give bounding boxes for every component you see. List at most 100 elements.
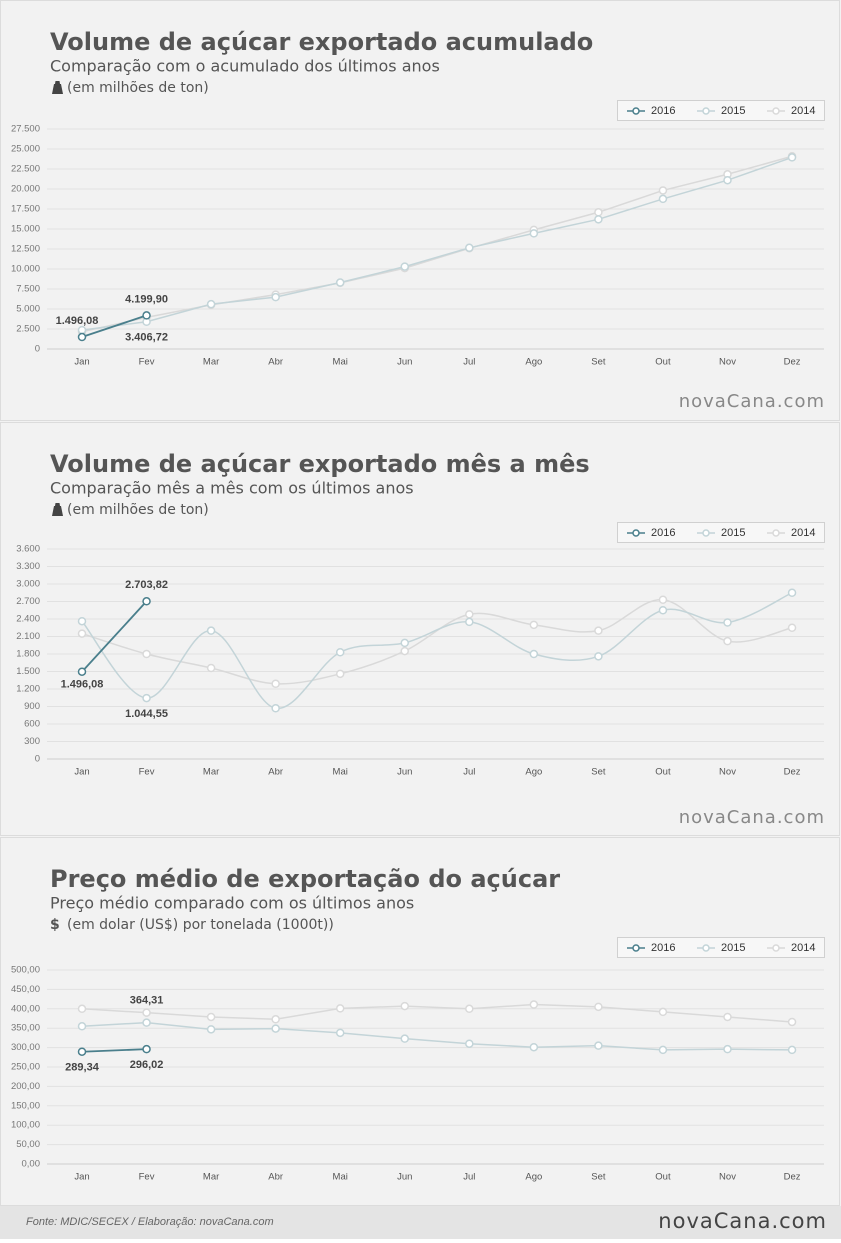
value-label: 2.703,82 (125, 579, 168, 591)
legend-label: 2014 (791, 105, 815, 117)
y-tick-label: 900 (24, 701, 40, 712)
value-label: 296,02 (130, 1059, 164, 1071)
legend-marker (632, 529, 640, 537)
data-point (529, 1042, 539, 1052)
data-point (400, 262, 409, 271)
chart-title: Preço médio de exportação do açúcar (50, 865, 560, 893)
x-tick-label: Jun (397, 767, 412, 778)
data-point (142, 1018, 151, 1027)
y-tick-label: 450,00 (11, 984, 40, 995)
chart-subtitle: Comparação com o acumulado dos últimos a… (50, 57, 440, 76)
y-tick-label: 7.500 (16, 284, 40, 295)
data-point (77, 325, 87, 335)
data-point (206, 1012, 216, 1022)
y-tick-label: 3.300 (16, 561, 40, 572)
series-line (81, 1021, 793, 1051)
series-line (81, 156, 793, 331)
y-tick-label: 17.500 (11, 204, 40, 215)
y-tick-label: 200,00 (11, 1081, 40, 1092)
value-label: 289,34 (65, 1062, 100, 1074)
data-point (206, 1025, 216, 1034)
data-point (529, 620, 539, 630)
value-label: 1.044,55 (125, 708, 168, 720)
data-point (335, 278, 345, 287)
data-point (335, 669, 345, 679)
y-tick-label: 1.500 (16, 666, 40, 677)
legend-label: 2015 (721, 105, 745, 117)
legend-box (617, 522, 825, 543)
data-point (206, 626, 216, 635)
data-point (206, 663, 216, 673)
data-point (658, 1045, 668, 1055)
data-point (400, 638, 409, 648)
y-tick-label: 0,00 (22, 1159, 41, 1170)
data-point (594, 1041, 603, 1050)
x-tick-label: Mar (203, 1172, 219, 1183)
data-point (142, 1044, 151, 1054)
legend-marker (772, 944, 780, 952)
legend-marker (632, 944, 640, 952)
data-point (723, 175, 732, 185)
watermark: novaCana.com (679, 807, 825, 828)
data-point (465, 1004, 474, 1014)
y-tick-label: 22.500 (11, 164, 40, 175)
y-tick-label: 350,00 (11, 1023, 40, 1034)
data-point (658, 606, 668, 615)
legend-marker (702, 529, 710, 537)
x-tick-label: Fev (139, 1172, 155, 1183)
data-point (465, 243, 474, 253)
x-tick-label: Nov (719, 1172, 736, 1183)
legend-label: 2015 (721, 527, 745, 539)
chart-unit: (em dolar (US$) por tonelada (1000t)) (67, 917, 334, 933)
legend-marker (702, 944, 710, 952)
data-point (77, 616, 87, 626)
data-point (77, 1004, 87, 1014)
data-point (723, 618, 732, 627)
series-line (81, 1003, 793, 1023)
legend-marker (772, 107, 780, 115)
x-tick-label: Jul (463, 357, 475, 368)
data-point (723, 1012, 732, 1022)
y-tick-label: 250,00 (11, 1062, 40, 1073)
data-point (271, 679, 280, 688)
data-point (594, 215, 603, 224)
data-point (787, 153, 797, 162)
x-tick-label: Nov (719, 357, 736, 368)
data-point (142, 649, 151, 659)
y-tick-label: 2.100 (16, 631, 40, 642)
chart-unit: (em milhões de ton) (67, 502, 209, 518)
x-tick-label: Out (655, 767, 671, 778)
data-point (142, 693, 151, 703)
y-tick-label: 10.000 (11, 264, 40, 275)
value-label: 1.496,08 (56, 315, 99, 327)
legend-label: 2015 (721, 942, 745, 954)
y-tick-label: 300 (24, 736, 40, 747)
data-point (271, 1015, 280, 1024)
y-tick-label: 300,00 (11, 1042, 40, 1053)
chart-subtitle: Preço médio comparado com os últimos ano… (50, 894, 414, 913)
data-point (77, 667, 87, 676)
source: Fonte: MDIC/SECEX / Elaboração: novaCana… (26, 1216, 274, 1228)
data-point (335, 1004, 345, 1013)
data-point (335, 1028, 345, 1038)
y-tick-label: 27.500 (11, 124, 40, 135)
y-tick-label: 0 (35, 344, 40, 355)
y-tick-label: 1.200 (16, 684, 40, 695)
watermark: novaCana.com (679, 391, 825, 412)
x-tick-label: Jan (74, 767, 89, 778)
data-point (787, 588, 797, 597)
data-point (77, 629, 87, 638)
legend-box (617, 937, 825, 958)
x-tick-label: Mai (333, 1172, 348, 1183)
x-tick-label: Jan (74, 357, 89, 368)
x-tick-label: Set (591, 767, 606, 778)
unit-symbol: $ (50, 917, 60, 933)
y-tick-label: 20.000 (11, 184, 40, 195)
charts: Volume de açúcar exportado acumuladoComp… (11, 28, 825, 1183)
data-point (465, 610, 474, 619)
data-point (142, 597, 151, 606)
x-tick-label: Set (591, 1172, 606, 1183)
data-point (335, 648, 345, 657)
x-tick-label: Jan (74, 1172, 89, 1183)
data-point (142, 311, 151, 320)
